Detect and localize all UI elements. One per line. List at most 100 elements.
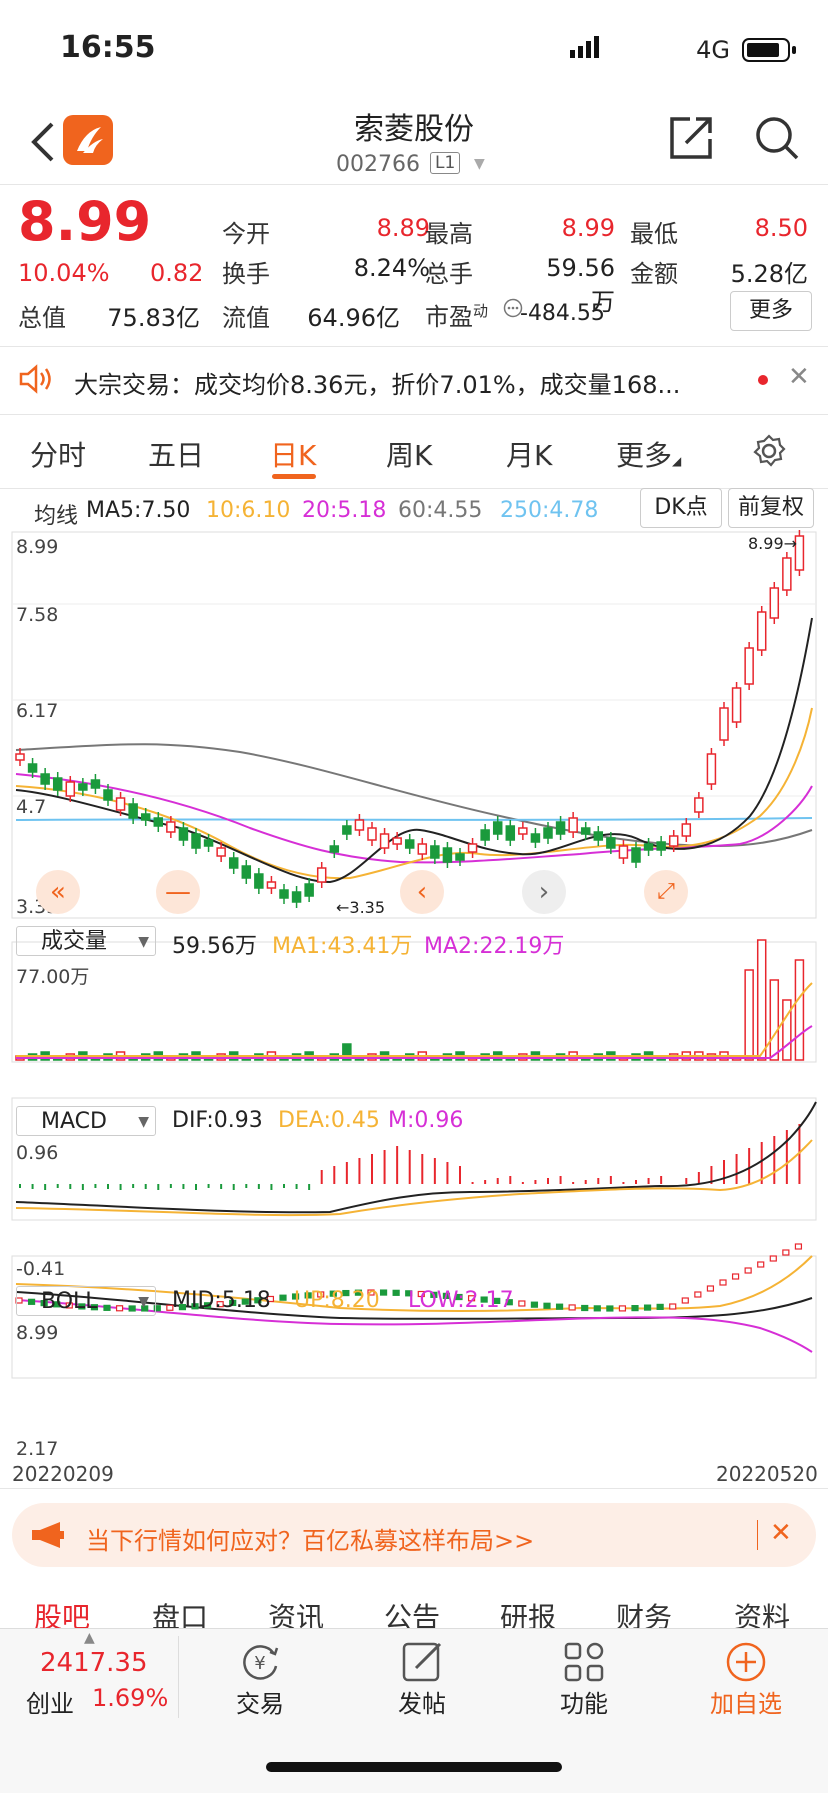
quote-label: 流值 [222,304,270,332]
boll-candle [455,1293,463,1301]
macd-panel [11,1097,817,1221]
fullscreen-button[interactable]: ⤢ [644,870,688,914]
trade-icon[interactable]: ¥ [234,1636,286,1688]
vol-ma1-line [16,982,813,1057]
back-button[interactable] [22,112,62,172]
quote-value: 8.24% [353,254,430,282]
boll-candle [166,1304,174,1311]
dea-line [15,1139,813,1217]
promo-banner[interactable] [12,1503,816,1567]
candle-body [153,817,164,827]
add-icon[interactable] [720,1636,772,1688]
tab-more[interactable]: 更多◢ [616,439,682,472]
boll-candle [90,1304,99,1311]
tab-daily-k[interactable]: 日K [270,439,317,472]
candle-body [178,827,189,841]
post-label[interactable]: 发帖 [398,1690,446,1718]
boll-indicator-select[interactable]: BOLL ▼ [16,1286,156,1316]
app-logo[interactable] [63,115,113,165]
boll-candle [606,1305,614,1312]
volume-indicator-select[interactable]: 成交量 ▼ [16,926,156,956]
boll-candle [643,1304,652,1311]
search-button[interactable] [754,115,800,161]
promo-text[interactable]: 当下行情如何应对？百亿私募这样布局>> [86,1527,535,1555]
candles [15,530,805,908]
candle-body [115,797,126,811]
candle-body [367,827,377,841]
tab-weekly-k[interactable]: 周K [386,439,433,472]
date-end: 20220520 [716,1462,818,1486]
function-label[interactable]: 功能 [560,1690,608,1718]
info-icon [503,298,523,318]
tab-wuri[interactable]: 五日 [148,439,205,472]
candle-body [555,821,566,835]
share-button[interactable] [668,115,714,161]
candle-body [543,827,553,839]
pe-label: 市盈动 [425,302,489,331]
active-tab-indicator [272,474,316,479]
stock-chart[interactable] [0,528,828,1484]
trade-label[interactable]: 交易 [236,1690,284,1718]
ma60-value: 60:4.55 [398,498,483,523]
candle-body [694,797,704,813]
more-button[interactable]: 更多 [730,291,812,331]
boll-candle [141,1305,149,1312]
boll-candle [555,1303,564,1310]
candle-body [40,773,50,785]
adjust-button[interactable]: 前复权 [728,488,814,528]
boll-candle [128,1305,136,1312]
candle-body [719,707,729,741]
settings-gear-icon[interactable] [752,434,786,468]
close-icon[interactable]: ✕ [770,1518,792,1548]
candle-body [668,835,679,847]
tab-fenshi[interactable]: 分时 [30,439,87,472]
signal-icon [570,36,600,58]
boll-candle [241,1298,249,1305]
volume-bar [342,1043,352,1061]
zoom-out-button[interactable]: — [156,870,200,914]
boll-candle [581,1304,589,1312]
index-value[interactable]: 2417.35 [40,1648,148,1678]
dk-point-button[interactable]: DK点 [640,488,722,528]
battery-icon [742,38,796,62]
boll-candle [782,1249,790,1256]
dif-line [15,1101,817,1214]
vol-ma2-line [16,1025,813,1059]
boll-candle [65,1302,73,1309]
boll-candle [694,1291,702,1298]
boll-candle [342,1289,350,1297]
macd-indicator-select[interactable]: MACD ▼ [16,1106,156,1136]
level-badge[interactable]: L1 [430,152,461,174]
grid-icon[interactable] [558,1636,610,1688]
candle-body [467,843,478,853]
block-trade-notice[interactable]: 大宗交易：成交均价8.36元，折价7.01%，成交量168... [74,371,681,399]
boll-candle [518,1300,526,1307]
scroll-left-button[interactable]: ‹ [400,870,444,914]
quote-value: 64.96亿 [307,304,400,332]
candle-body [128,803,138,819]
chevron-down-icon[interactable]: ▼ [474,156,485,172]
post-icon[interactable] [396,1636,448,1688]
candle-body [530,833,541,843]
volume-ma2: MA2:22.19万 [424,934,565,959]
candle-body [65,781,76,797]
boll-candle [304,1292,312,1299]
index-name: 创业 [26,1690,74,1718]
add-watchlist-label[interactable]: 加自选 [710,1690,782,1718]
stock-name: 索菱股份 [354,112,474,147]
change-amount: 0.82 [150,259,204,287]
scroll-start-button[interactable]: « [36,870,80,914]
candle-body [731,687,742,723]
index-up-arrow-icon: ▲ [84,1630,95,1646]
divider [178,1636,179,1718]
volume-value: 59.56万 [172,934,257,959]
quote-value: 5.28亿 [730,260,808,288]
boll-candle [317,1291,325,1298]
boll-candle [216,1301,224,1308]
macd-dif: DIF:0.93 [172,1108,263,1133]
tab-monthly-k[interactable]: 月K [506,439,553,472]
close-icon[interactable]: ✕ [788,362,810,392]
boll-candle [530,1301,539,1308]
scroll-right-button[interactable]: › [522,870,566,914]
boll-candle [405,1290,413,1297]
